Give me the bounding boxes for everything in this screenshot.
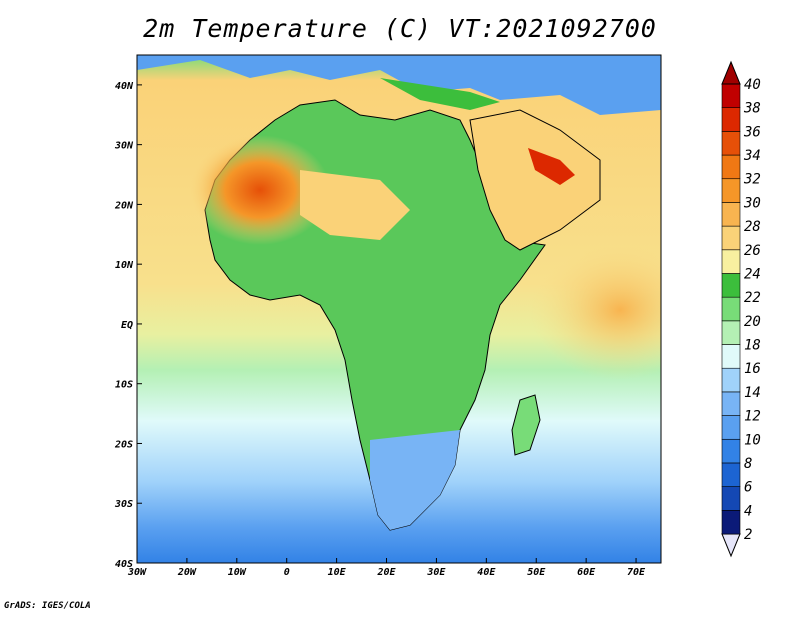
colorbar-level-label: 12 — [744, 409, 761, 425]
colorbar-level-label: 26 — [744, 243, 761, 259]
lon-tick-label: 20W — [177, 567, 197, 578]
lon-tick-label: 30E — [426, 567, 446, 578]
lon-tick-label: 50E — [527, 567, 546, 578]
colorbar-level-label: 10 — [744, 432, 761, 448]
southern-africa-cool-area — [370, 430, 460, 530]
colorbar-box — [721, 462, 741, 487]
europe-cold-region — [137, 55, 661, 115]
colorbar-box — [721, 225, 741, 251]
longitude-axis: 30W 20W 10W 0 10E 20E 30E 40E 50E 60E 70E — [127, 558, 646, 578]
lon-tick-label: 30W — [127, 567, 147, 578]
persian-gulf-hot-area — [528, 148, 575, 185]
indian-ocean-warm-area — [530, 240, 661, 380]
colorbar-level-label: 2 — [744, 527, 752, 543]
colorbar-box — [721, 154, 741, 180]
sahara-hot-area — [190, 135, 330, 245]
colorbar-level-label: 22 — [744, 290, 761, 306]
madagascar — [511, 394, 541, 456]
lat-tick-label: 20N — [114, 200, 134, 211]
colorbar-box — [721, 202, 741, 227]
colorbar-box — [721, 83, 741, 108]
colorbar-level-label: 32 — [743, 172, 761, 188]
mediterranean-region — [380, 78, 500, 110]
lat-tick-label: 40N — [115, 81, 134, 92]
lat-tick-label: EQ — [121, 320, 133, 331]
lon-tick-label: 70E — [627, 567, 646, 578]
colorbar-box — [721, 391, 741, 416]
colorbar-box — [721, 249, 741, 274]
lat-tick-label: 20S — [114, 439, 133, 450]
map-field — [137, 55, 661, 563]
colorbar-box — [721, 320, 741, 345]
colorbar-level-label: 8 — [744, 456, 752, 472]
map-title: 2m Temperature (C) VT:2021092700 — [143, 14, 657, 43]
colorbar-level-label: 40 — [744, 77, 761, 93]
latitude-axis: 40N 30N 20N 10N EQ 10S 20S 30S 40S — [114, 81, 142, 570]
colorbar-level-label: 24 — [744, 266, 761, 282]
lat-tick-label: 30S — [114, 499, 133, 510]
colorbar-box — [721, 415, 741, 440]
colorbar-level-label: 14 — [744, 385, 761, 401]
footer-credit: GrADS: IGES/COLA — [4, 601, 91, 611]
lon-tick-label: 10E — [328, 567, 347, 578]
lat-tick-label: 40S — [115, 559, 133, 570]
colorbar-box — [721, 296, 741, 322]
lat-tick-label: 30N — [114, 141, 134, 152]
map-frame — [136, 54, 662, 564]
arabian-peninsula — [469, 109, 601, 251]
colorbar-box — [721, 344, 741, 369]
colorbar-level-label: 16 — [744, 361, 761, 377]
lon-tick-label: 40E — [477, 567, 496, 578]
colorbar-level-label: 30 — [743, 195, 761, 211]
central-sahara-warm-area — [300, 170, 410, 240]
colorbar-box — [721, 107, 741, 132]
colorbar-box — [721, 273, 741, 298]
lon-tick-label: 0 — [284, 567, 290, 578]
colorbar-box — [721, 438, 741, 464]
lat-tick-label: 10N — [115, 260, 134, 271]
colorbar-level-label: 4 — [744, 503, 752, 519]
colorbar-box — [721, 510, 741, 535]
colorbar-max-triangle — [721, 60, 741, 85]
colorbar-level-label: 36 — [743, 124, 761, 140]
colorbar-level-label: 6 — [744, 480, 752, 496]
colorbar-min-triangle — [721, 533, 741, 558]
lon-tick-label: 60E — [577, 567, 596, 578]
colorbar-level-label: 20 — [744, 314, 761, 330]
colorbar-box — [721, 486, 741, 511]
colorbar-box — [721, 178, 741, 203]
colorbar-level-label: 38 — [743, 101, 761, 117]
lon-tick-label: 20E — [376, 567, 396, 578]
lon-tick-label: 10W — [228, 567, 247, 578]
colorbar-box — [721, 131, 741, 156]
colorbar-box — [721, 367, 741, 393]
lat-tick-label: 10S — [115, 380, 133, 391]
colorbar-level-label: 28 — [744, 219, 761, 235]
colorbar-level-label: 18 — [744, 338, 761, 354]
colorbar-level-label: 34 — [743, 148, 761, 164]
